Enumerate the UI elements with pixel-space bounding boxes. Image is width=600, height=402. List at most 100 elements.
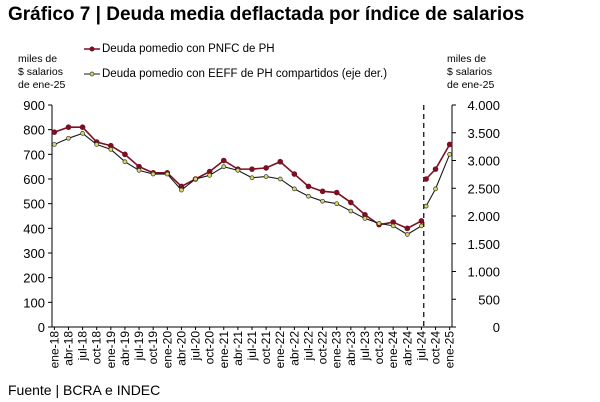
data-point-pnfc <box>423 176 429 182</box>
x-tick-label: ene-23 <box>330 331 344 369</box>
data-point-pnfc <box>333 189 340 196</box>
data-point-pnfc <box>249 166 255 172</box>
x-tick-label: ene-25 <box>443 331 457 369</box>
data-point-eeff <box>193 176 198 182</box>
x-tick-label: abr-24 <box>400 331 414 366</box>
right-tick-label: 1.000 <box>467 265 500 280</box>
x-tick-label: jul-18 <box>76 331 90 362</box>
left-tick-label: 300 <box>23 246 45 261</box>
left-unit-line: $ salarios <box>18 66 63 78</box>
right-tick-label: 0 <box>493 320 500 335</box>
legend-item-eeff: Deuda pomedio con EEFF de PH compartidos… <box>84 68 387 80</box>
left-tick-label: 400 <box>23 221 45 236</box>
data-point-eeff <box>94 142 100 147</box>
legend-label: Deuda pomedio con PNFC de PH <box>102 43 275 55</box>
left-tick-label: 500 <box>23 197 45 212</box>
data-point-eeff <box>334 201 340 207</box>
data-point-pnfc <box>65 124 72 130</box>
data-point-eeff <box>108 147 114 152</box>
left-tick-label: 200 <box>23 271 45 286</box>
data-point-pnfc <box>277 158 284 165</box>
x-tick-label: ene-21 <box>217 331 231 369</box>
data-point-eeff <box>221 164 227 170</box>
data-point-eeff <box>164 171 170 177</box>
data-point-pnfc <box>446 141 453 148</box>
right-tick-label: 1.500 <box>467 237 500 252</box>
x-tick-label: oct-23 <box>372 331 386 365</box>
data-point-eeff <box>306 193 311 199</box>
left-axis-unit: miles de $ salarios de ene-25 <box>18 53 65 92</box>
x-tick-label: ene-18 <box>47 331 61 369</box>
x-tick-label: abr-21 <box>231 331 245 366</box>
data-point-pnfc <box>291 171 298 177</box>
data-point-pnfc <box>390 219 396 225</box>
x-tick-label: jul-22 <box>301 331 315 362</box>
x-tick-label: oct-19 <box>146 331 160 365</box>
left-tick-label: 700 <box>23 147 45 162</box>
data-point-eeff <box>404 232 410 237</box>
data-point-eeff <box>419 223 424 229</box>
data-point-eeff <box>66 135 71 141</box>
data-point-eeff <box>80 131 85 136</box>
data-point-eeff <box>348 208 354 214</box>
data-point-eeff <box>52 142 57 147</box>
data-point-pnfc <box>404 225 411 232</box>
data-point-eeff <box>447 151 452 157</box>
data-point-eeff <box>277 176 283 182</box>
chart-title: Gráfico 7 | Deuda media deflactada por í… <box>8 4 525 25</box>
right-tick-label: 500 <box>478 292 500 307</box>
right-tick-label: 2.500 <box>467 181 500 196</box>
data-point-eeff <box>362 216 368 221</box>
right-tick-label: 2.000 <box>467 209 500 224</box>
x-tick-label: ene-19 <box>104 331 118 369</box>
data-point-pnfc <box>362 211 368 218</box>
data-point-eeff <box>390 223 396 229</box>
x-tick-label: oct-24 <box>429 331 443 365</box>
data-point-pnfc <box>418 218 425 224</box>
data-point-eeff <box>423 203 429 209</box>
data-point-eeff <box>235 168 241 173</box>
data-point-eeff <box>122 159 128 165</box>
x-tick-label: jul-21 <box>245 331 259 362</box>
data-point-pnfc <box>263 165 269 171</box>
right-tick-label: 3.000 <box>467 154 500 169</box>
x-tick-label: ene-22 <box>273 331 287 369</box>
x-tick-label: abr-22 <box>287 331 301 366</box>
data-point-pnfc <box>305 183 312 190</box>
x-tick-label: jul-23 <box>358 331 372 362</box>
left-tick-label: 900 <box>23 98 45 113</box>
data-point-pnfc <box>432 166 439 172</box>
data-point-eeff <box>249 175 255 181</box>
right-unit-line: de ene-25 <box>447 79 495 91</box>
x-tick-label: jul-24 <box>414 331 428 362</box>
data-point-pnfc <box>206 168 213 175</box>
left-unit-line: de ene-25 <box>18 79 66 91</box>
x-tick-label: abr-20 <box>174 331 188 366</box>
data-point-eeff <box>320 198 325 204</box>
x-tick-label: oct-18 <box>90 331 104 365</box>
left-tick-label: 100 <box>23 295 45 310</box>
x-tick-label: jul-19 <box>132 331 146 362</box>
x-tick-label: abr-19 <box>118 331 132 366</box>
data-point-eeff <box>376 221 382 226</box>
series-line-eeff <box>425 154 451 207</box>
right-axis-unit: miles de $ salarios de ene-25 <box>447 53 494 92</box>
data-point-eeff <box>433 186 438 192</box>
x-tick-label: abr-23 <box>344 331 358 366</box>
data-point-eeff <box>179 187 184 193</box>
data-point-eeff <box>263 174 269 179</box>
right-tick-label: 3.500 <box>467 126 500 141</box>
left-tick-label: 600 <box>23 172 45 187</box>
x-tick-label: oct-21 <box>259 331 273 365</box>
data-point-pnfc <box>108 142 114 149</box>
x-tick-label: ene-20 <box>160 331 174 369</box>
legend-item-pnfc: Deuda pomedio con PNFC de PH <box>84 43 275 55</box>
right-unit-line: $ salarios <box>447 66 492 78</box>
data-point-pnfc <box>122 151 128 158</box>
data-point-eeff <box>292 186 297 192</box>
source-note: Fuente | BCRA e INDEC <box>8 382 161 398</box>
left-tick-label: 0 <box>38 320 45 335</box>
right-tick-label: 4.000 <box>467 98 500 113</box>
x-tick-label: oct-20 <box>203 331 217 365</box>
